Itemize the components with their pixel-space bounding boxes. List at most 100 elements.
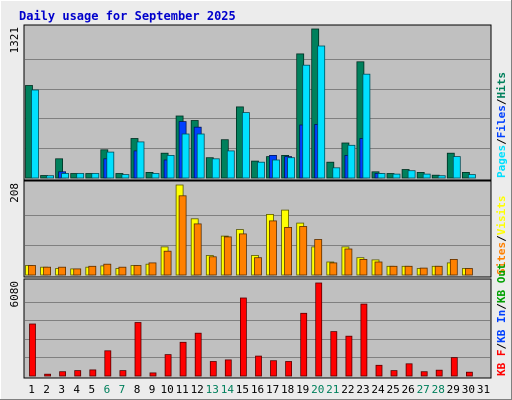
- bar-kb-f-day-13: [209, 361, 217, 377]
- bar-kb-f-day-2: [44, 373, 51, 377]
- bar-kb-f-day-18: [285, 361, 293, 377]
- day-label-20: 20: [311, 383, 324, 396]
- legend-label-1: /: [495, 235, 508, 242]
- bar-kb-f-day-1: [29, 323, 36, 377]
- legend-label-1: /: [495, 343, 508, 350]
- bar-sites-day-23: [359, 258, 368, 276]
- day-label-6: 6: [104, 383, 111, 396]
- day-label-31: 31: [477, 383, 490, 396]
- bar-pages-day-30: [467, 174, 476, 179]
- bar-pages-day-24: [377, 173, 386, 179]
- bar-sites-day-28: [434, 265, 443, 276]
- bar-kb-f-day-14: [224, 359, 232, 377]
- panel-sites-legend: Sites/Visits: [495, 196, 508, 276]
- day-label-2: 2: [43, 383, 50, 396]
- bar-sites-day-6: [103, 263, 112, 276]
- bar-sites-day-14: [223, 236, 232, 276]
- bar-pages-day-16: [257, 161, 265, 179]
- day-label-16: 16: [251, 383, 264, 396]
- bar-kb-f-day-21: [330, 331, 338, 377]
- bar-kb-f-day-10: [164, 354, 172, 377]
- bar-kb-f-day-26: [405, 363, 413, 377]
- bar-pages-day-4: [76, 173, 85, 179]
- bar-kb-f-day-23: [360, 303, 368, 377]
- bar-kb-f-day-4: [74, 370, 82, 377]
- bar-pages-day-13: [211, 158, 220, 179]
- bar-pages-day-11: [181, 133, 190, 179]
- x-axis-day-labels: 1 2 3 4 5 6 7 8 9 10 11 12 13 14 15 16 17 18 19 20 21 22 23 24 2…: [28, 383, 490, 396]
- bar-kb-f-day-19: [300, 312, 308, 377]
- bar-sites-day-19: [299, 226, 308, 276]
- bar-sites-day-2: [43, 266, 51, 276]
- bar-sites-day-13: [208, 256, 217, 276]
- bar-pages-day-23: [362, 73, 371, 179]
- bar-kb-f-day-30: [465, 371, 473, 377]
- bar-pages-day-27: [422, 173, 431, 179]
- panel-kbytes-bars: [29, 282, 473, 377]
- bar-sites-day-3: [58, 266, 66, 276]
- bar-pages-day-6: [106, 151, 115, 179]
- bar-sites-day-17: [269, 220, 277, 276]
- bar-sites-day-30: [464, 268, 473, 276]
- day-label-12: 12: [191, 383, 204, 396]
- legend-label-4: KB Out: [495, 263, 508, 303]
- legend-label-2: Visits: [495, 196, 508, 236]
- day-label-11: 11: [176, 383, 189, 396]
- bar-sites-day-26: [404, 265, 413, 276]
- day-label-7: 7: [119, 383, 126, 396]
- panel-kbytes-legend: KB F/KB In/KB Out: [495, 263, 508, 376]
- bar-pages-day-20: [317, 45, 326, 179]
- panel-hits-bars: [25, 28, 476, 179]
- bar-pages-day-10: [166, 154, 175, 179]
- bar-pages-day-18: [287, 157, 296, 179]
- bar-sites-day-16: [254, 257, 262, 276]
- legend-label-2: KB In: [495, 310, 508, 343]
- bar-sites-day-4: [73, 268, 82, 276]
- panel-sites: 208 Sites/Visits: [8, 180, 508, 278]
- bar-kb-f-day-12: [194, 332, 202, 377]
- legend-label-4: Hits: [495, 72, 508, 99]
- day-label-15: 15: [236, 383, 249, 396]
- bar-pages-day-22: [347, 144, 356, 179]
- day-label-8: 8: [134, 383, 141, 396]
- legend-label-0: Pages: [495, 145, 508, 178]
- day-label-26: 26: [401, 383, 414, 396]
- panel-hits-legend: Pages/Files/Hits: [495, 72, 508, 178]
- day-label-10: 10: [160, 383, 173, 396]
- day-label-3: 3: [58, 383, 65, 396]
- bar-kb-f-day-25: [390, 370, 398, 377]
- day-label-30: 30: [462, 383, 475, 396]
- bar-kb-f-day-28: [435, 369, 443, 377]
- bar-pages-day-29: [452, 156, 461, 179]
- panel-kbytes-ymax-label: 6080: [8, 281, 21, 308]
- bar-sites-day-21: [329, 262, 338, 276]
- legend-label-2: Files: [495, 105, 508, 138]
- day-label-17: 17: [266, 383, 279, 396]
- legend-label-3: /: [495, 303, 508, 310]
- legend-label-0: KB F: [495, 350, 508, 377]
- day-label-13: 13: [206, 383, 219, 396]
- day-label-4: 4: [73, 383, 80, 396]
- bar-sites-day-15: [238, 233, 247, 276]
- bar-pages-day-1: [31, 89, 39, 179]
- legend-label-3: /: [495, 98, 508, 105]
- bar-pages-day-15: [241, 112, 250, 179]
- bar-sites-day-10: [163, 250, 172, 276]
- bar-sites-day-22: [344, 248, 353, 276]
- bar-pages-day-2: [46, 175, 54, 179]
- bar-kb-f-day-11: [179, 341, 187, 377]
- bar-pages-day-7: [121, 174, 130, 179]
- bar-pages-day-14: [226, 150, 235, 179]
- bar-kb-f-day-15: [239, 297, 247, 377]
- bar-kb-f-day-9: [149, 372, 157, 377]
- bar-kb-f-day-16: [255, 355, 262, 377]
- bar-sites-day-18: [284, 226, 293, 276]
- bar-pages-day-3: [61, 173, 69, 179]
- bar-pages-day-8: [136, 141, 145, 179]
- bar-pages-day-5: [91, 173, 100, 179]
- bar-sites-day-12: [193, 223, 202, 276]
- bar-kb-f-day-8: [134, 322, 142, 377]
- day-label-23: 23: [356, 383, 369, 396]
